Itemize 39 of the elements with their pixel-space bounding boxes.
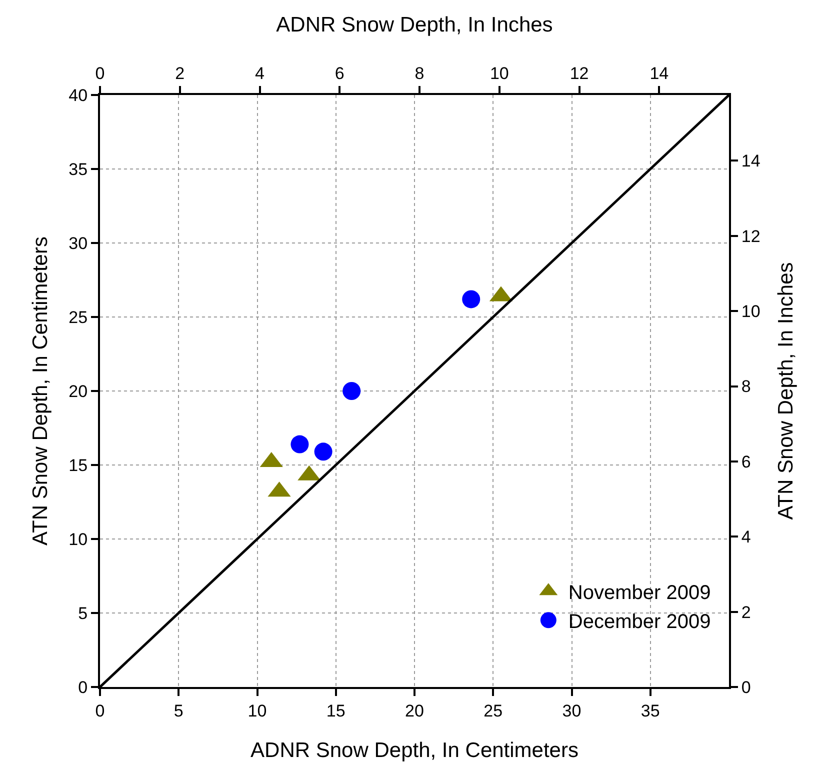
x2-axis-title: ADNR Snow Depth, In Inches xyxy=(276,14,553,36)
y-tick-label: 30 xyxy=(68,234,88,253)
y-tick-label: 25 xyxy=(68,308,88,327)
y-tick-label: 20 xyxy=(68,382,88,401)
y2-axis-title: ATN Snow Depth, In Inches xyxy=(774,262,798,520)
y2-tick-label: 6 xyxy=(741,452,751,472)
y-axis-title: ATN Snow Depth, In Centimeters xyxy=(29,236,52,546)
y-tick-label: 35 xyxy=(68,160,88,179)
x-axis-title: ADNR Snow Depth, In Centimeters xyxy=(250,739,578,762)
x2-tick-label: 10 xyxy=(490,64,509,84)
x-tick-label: 0 xyxy=(95,701,105,720)
y-tick-label: 0 xyxy=(78,678,88,697)
y-tick-label: 15 xyxy=(68,456,88,475)
x-tick-label: 25 xyxy=(484,701,503,720)
y-tick-label: 10 xyxy=(68,530,88,549)
y2-tick-label: 8 xyxy=(741,377,751,396)
legend-label: November 2009 xyxy=(568,582,711,604)
y-tick-label: 40 xyxy=(68,86,88,105)
x-tick-label: 30 xyxy=(562,701,582,720)
y-tick-label: 5 xyxy=(78,604,88,623)
x2-tick-label: 14 xyxy=(650,64,669,84)
x-tick-label: 15 xyxy=(326,701,346,720)
y2-tick-label: 0 xyxy=(741,678,751,697)
x2-tick-label: 8 xyxy=(414,64,424,84)
x2-tick-label: 0 xyxy=(95,64,105,84)
y2-tick-label: 12 xyxy=(741,226,760,246)
legend-label: December 2009 xyxy=(568,610,711,633)
x-tick-label: 5 xyxy=(174,701,184,720)
y2-tick-label: 4 xyxy=(741,528,751,547)
x2-tick-label: 12 xyxy=(570,64,589,84)
x-tick-label: 10 xyxy=(248,701,267,720)
y2-tick-label: 10 xyxy=(741,302,760,322)
y2-tick-label: 2 xyxy=(741,602,751,622)
y2-tick-label: 14 xyxy=(741,152,760,171)
x-tick-label: 20 xyxy=(405,701,424,720)
x2-tick-label: 2 xyxy=(175,64,185,84)
x-tick-label: 35 xyxy=(640,701,660,720)
x2-tick-label: 4 xyxy=(255,64,265,84)
x2-tick-label: 6 xyxy=(334,64,344,84)
